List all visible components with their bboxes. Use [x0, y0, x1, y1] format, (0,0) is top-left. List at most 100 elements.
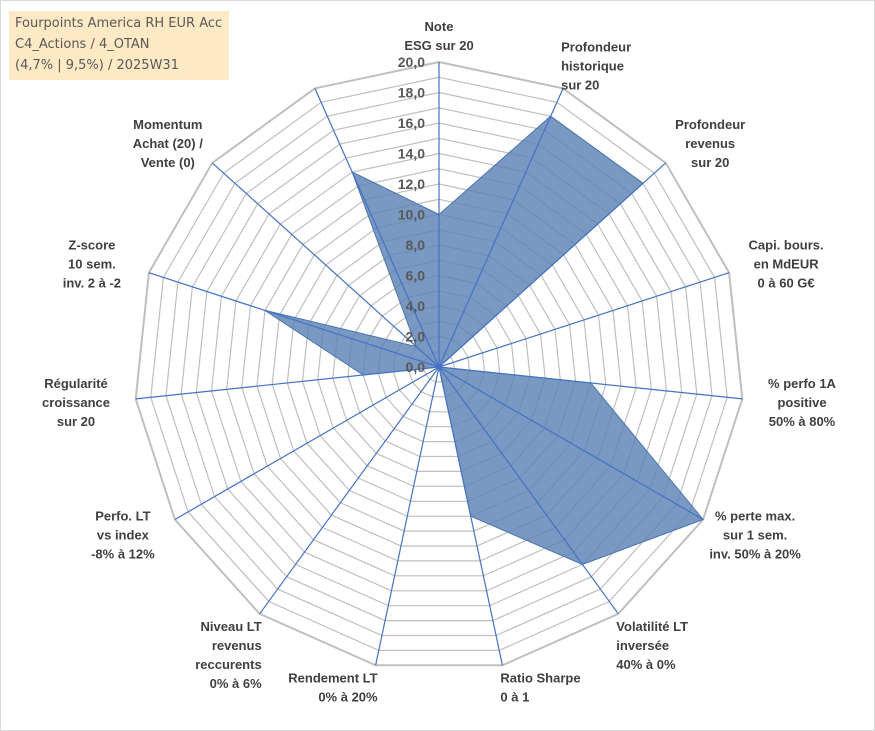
axis-label-line: sur 1 sem. — [723, 528, 787, 543]
radar-axis-line — [438, 88, 564, 368]
radar-axis-line — [375, 366, 440, 666]
axis-label-line: % perte max. — [715, 509, 795, 524]
axis-label-line: inv. 50% à 20% — [709, 547, 801, 562]
radial-tick-label: 0,0 — [406, 359, 426, 375]
axis-label-line: Régularité — [44, 376, 108, 391]
axis-label-line: inversée — [616, 638, 669, 653]
axis-label-line: -8% à 12% — [91, 547, 155, 562]
axis-label: Momentum Achat (20) / Vente (0) — [133, 117, 203, 170]
grid-ring — [317, 244, 561, 487]
axis-label-line: 0 à 60 G€ — [758, 276, 815, 291]
radar-axis-line — [438, 366, 503, 666]
radial-tick-label: 20,0 — [398, 54, 425, 70]
axis-label-line: % perfo 1A — [768, 376, 837, 391]
title-line-fund: Fourpoints America RH EUR Acc — [15, 16, 223, 31]
grid-ring — [195, 122, 683, 607]
radar-grid — [134, 60, 744, 667]
axis-label-line: 40% à 0% — [616, 657, 676, 672]
axis-label: Régularité croissance sur 20 — [42, 376, 110, 429]
axis-label-line: 50% à 80% — [769, 414, 836, 429]
axis-label-line: Niveau LT — [201, 619, 262, 634]
axis-label-line: Note — [425, 19, 454, 34]
radial-tick-label: 10,0 — [398, 207, 425, 223]
grid-ring — [150, 76, 728, 652]
grid-ring — [180, 107, 698, 622]
axis-label-line: sur 20 — [561, 77, 599, 92]
axis-label-line: Capi. bours. — [749, 238, 824, 253]
axis-label: Z-score 10 sem. inv. 2 à -2 — [63, 238, 121, 291]
axis-label-line: Profondeur — [675, 117, 745, 132]
axis-label: Profondeur revenus sur 20 — [675, 117, 745, 170]
radial-tick-label: 18,0 — [398, 85, 425, 101]
axis-label-line: 0 à 1 — [500, 689, 529, 704]
grid-ring — [241, 168, 637, 562]
axis-label-line: Rendement LT — [288, 670, 377, 685]
grid-ring — [377, 305, 501, 428]
radial-tick-label: 4,0 — [406, 298, 426, 314]
axis-label-line: positive — [777, 395, 826, 410]
radial-tick-label: 6,0 — [406, 268, 426, 284]
series-area — [264, 115, 704, 565]
radial-tick-label: 14,0 — [398, 146, 425, 162]
grid-ring — [362, 290, 516, 443]
grid-ring — [165, 91, 713, 637]
grid-ring — [286, 213, 592, 517]
radial-tick-label: 2,0 — [406, 329, 426, 345]
title-line-stats: (4,7% | 9,5%) / 2025W31 — [15, 58, 179, 73]
axis-label-line: Momentum — [133, 117, 202, 132]
axis-label-line: Achat (20) / — [133, 136, 203, 151]
axis-label-line: Ratio Sharpe — [500, 670, 580, 685]
radar-axis-line — [259, 366, 440, 615]
radar-axis-line — [438, 272, 730, 368]
axis-label-line: vs index — [97, 528, 150, 543]
axis-label: Note ESG sur 20 — [404, 19, 473, 53]
radar-axis-line — [438, 366, 704, 521]
axis-label-line: 0% à 20% — [318, 689, 378, 704]
axis-label: Ratio Sharpe 0 à 1 — [500, 670, 580, 704]
radar-axis-line — [314, 88, 440, 368]
axis-label: Rendement LT 0% à 20% — [288, 670, 378, 704]
axis-label: Perfo. LT vs index -8% à 12% — [91, 509, 155, 562]
grid-ring — [347, 274, 531, 458]
grid-ring — [332, 259, 546, 472]
radar-axis-line — [438, 162, 667, 368]
radar-axis-line — [174, 366, 440, 521]
grid-ring — [271, 198, 607, 532]
axis-label-line: revenus — [212, 638, 262, 653]
axis-label-line: inv. 2 à -2 — [63, 276, 121, 291]
radar-axis-line — [211, 162, 440, 368]
radial-tick-label: 8,0 — [406, 237, 426, 253]
grid-ring — [210, 137, 668, 592]
axis-label-line: 0% à 6% — [210, 676, 262, 691]
radar-axis-line — [438, 366, 743, 400]
axis-label-line: croissance — [42, 395, 110, 410]
axis-label-line: Vente (0) — [141, 155, 195, 170]
axis-label-line: Z-score — [68, 238, 115, 253]
axis-label-line: revenus — [685, 136, 735, 151]
axis-label: Capi. bours. en MdEUR 0 à 60 G€ — [749, 238, 824, 291]
title-line-category: C4_Actions / 4_OTAN — [15, 37, 150, 52]
axis-label-line: Volatilité LT — [616, 619, 688, 634]
axis-label-line: sur 20 — [691, 155, 729, 170]
radar-axis-line — [148, 272, 440, 368]
axis-label: Volatilité LT inversée 40% à 0% — [616, 619, 688, 672]
grid-ring — [301, 229, 577, 502]
grid-ring — [226, 152, 652, 577]
radar-axes — [135, 62, 743, 666]
radar-axis-line — [135, 366, 440, 400]
chart-title-box: Fourpoints America RH EUR Acc C4_Actions… — [9, 11, 230, 80]
radial-tick-label: 12,0 — [398, 176, 425, 192]
axis-label-line: ESG sur 20 — [404, 38, 473, 53]
axis-label-line: en MdEUR — [754, 257, 820, 272]
axis-label: Niveau LT revenus reccurents 0% à 6% — [195, 619, 262, 691]
grid-ring — [134, 60, 744, 667]
axis-label-line: sur 20 — [57, 414, 95, 429]
axis-label-line: Perfo. LT — [95, 509, 150, 524]
axis-label: % perfo 1A positive 50% à 80% — [768, 376, 837, 429]
axis-label-line: reccurents — [195, 657, 261, 672]
axis-label-line: historique — [561, 58, 624, 73]
radar-axis-line — [438, 366, 619, 615]
axis-label-line: Profondeur — [561, 39, 631, 54]
